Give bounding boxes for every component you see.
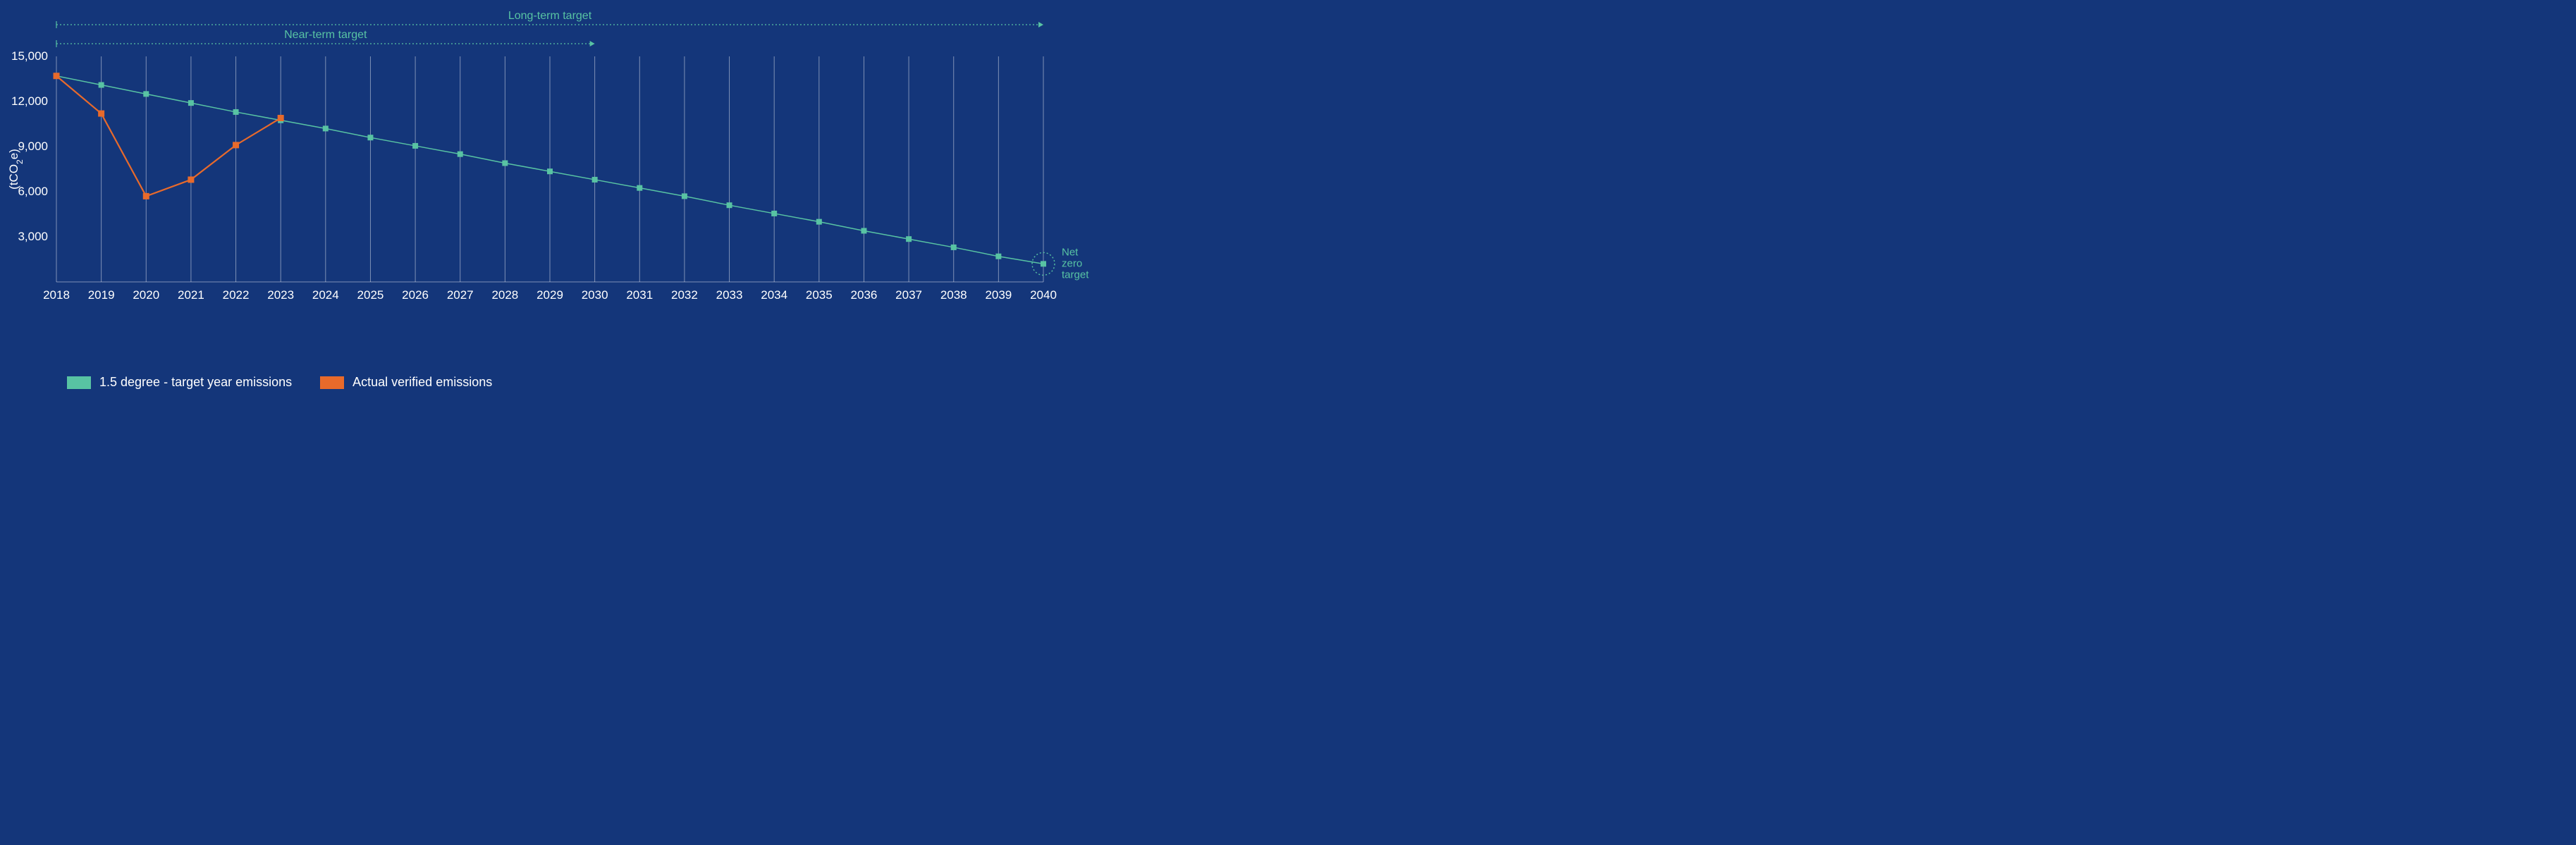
xtick-label: 2025: [357, 288, 384, 302]
xtick-label: 2039: [985, 288, 1012, 302]
xtick-label: 2021: [178, 288, 204, 302]
series-marker-target: [233, 109, 239, 115]
series-marker-actual: [54, 73, 60, 79]
series-marker-target: [547, 168, 553, 174]
net-zero-label: target: [1062, 269, 1089, 280]
ytick-label: 9,000: [18, 140, 48, 153]
xtick-label: 2019: [88, 288, 115, 302]
series-marker-target: [367, 135, 373, 140]
bracket-label: Long-term target: [508, 10, 592, 22]
ytick-label: 12,000: [11, 94, 48, 108]
legend-label-actual: Actual verified emissions: [352, 375, 492, 390]
legend-item-target: 1.5 degree - target year emissions: [67, 375, 292, 390]
series-marker-target: [188, 100, 194, 106]
series-marker-actual: [278, 115, 284, 121]
series-marker-target: [951, 245, 957, 250]
ytick-label: 15,000: [11, 49, 48, 63]
series-marker-actual: [233, 142, 239, 148]
xtick-label: 2031: [626, 288, 653, 302]
series-marker-target: [771, 211, 777, 216]
xtick-label: 2034: [761, 288, 787, 302]
xtick-label: 2022: [223, 288, 250, 302]
xtick-label: 2035: [806, 288, 833, 302]
series-marker-target: [906, 236, 912, 242]
legend-item-actual: Actual verified emissions: [320, 375, 492, 390]
series-marker-target: [637, 185, 642, 191]
series-marker-target: [1041, 261, 1046, 266]
series-marker-target: [727, 202, 732, 208]
series-marker-actual: [188, 176, 194, 183]
series-marker-target: [816, 219, 822, 225]
series-marker-target: [502, 160, 508, 166]
legend-swatch-target: [67, 376, 91, 389]
series-marker-actual: [98, 111, 104, 117]
xtick-label: 2037: [895, 288, 922, 302]
xtick-label: 2038: [940, 288, 967, 302]
series-marker-target: [861, 228, 866, 233]
series-marker-target: [592, 177, 598, 183]
xtick-label: 2023: [267, 288, 294, 302]
series-marker-target: [143, 91, 149, 97]
xtick-label: 2036: [851, 288, 878, 302]
emissions-chart: 3,000 6,000 9,000 12,000 15,000 2018 2019 2020 2…: [0, 0, 1100, 361]
series-marker-target: [458, 152, 463, 157]
xtick-label: 2026: [402, 288, 429, 302]
net-zero-label: zero: [1062, 257, 1082, 269]
series-marker-target: [99, 82, 104, 88]
series-marker-actual: [143, 193, 149, 199]
series-marker-target: [682, 193, 687, 199]
xtick-label: 2020: [133, 288, 159, 302]
xtick-label: 2030: [582, 288, 608, 302]
xtick-label: 2027: [447, 288, 474, 302]
xtick-label: 2033: [716, 288, 743, 302]
series-marker-target: [323, 125, 329, 131]
bracket-label: Near-term target: [284, 29, 367, 41]
xtick-label: 2028: [491, 288, 518, 302]
net-zero-label: Net: [1062, 246, 1079, 258]
series-marker-target: [995, 254, 1001, 259]
xtick-label: 2018: [43, 288, 70, 302]
xtick-label: 2029: [536, 288, 563, 302]
xtick-label: 2024: [312, 288, 339, 302]
legend: 1.5 degree - target year emissions Actua…: [0, 361, 2576, 404]
ytick-label: 6,000: [18, 185, 48, 198]
xtick-label: 2032: [671, 288, 698, 302]
legend-swatch-actual: [320, 376, 344, 389]
series-marker-target: [412, 143, 418, 149]
legend-label-target: 1.5 degree - target year emissions: [99, 375, 292, 390]
ytick-label: 3,000: [18, 230, 48, 243]
xtick-label: 2040: [1030, 288, 1057, 302]
